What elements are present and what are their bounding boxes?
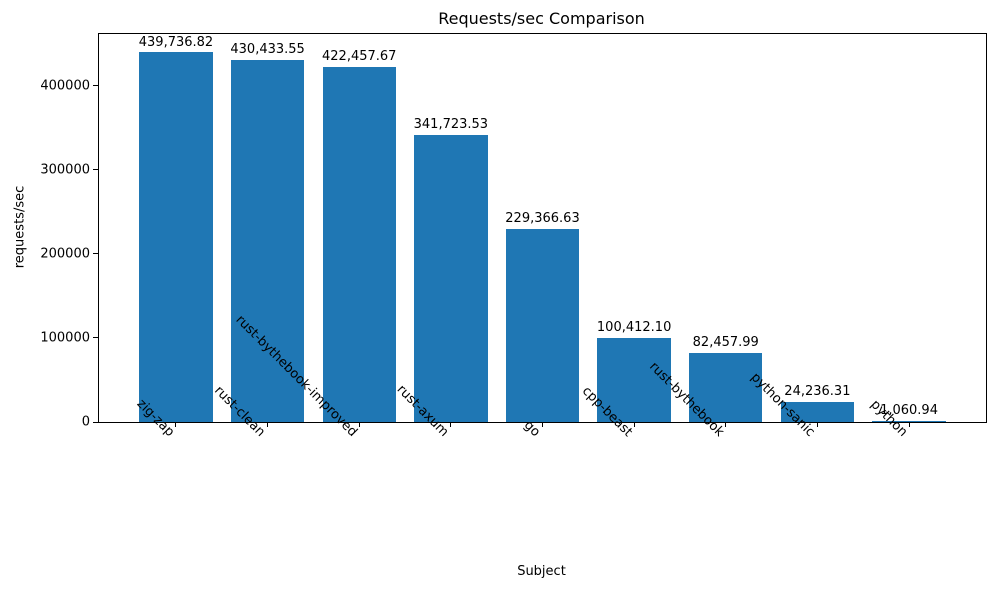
y-axis-tick-label: 300000: [40, 162, 90, 178]
bar-value-label: 439,736.82: [138, 34, 214, 50]
x-axis-tick: [267, 422, 269, 427]
x-axis-tick: [175, 422, 177, 427]
bar: [872, 421, 946, 422]
bar-value-label: 422,457.67: [322, 49, 397, 65]
bar: [689, 352, 763, 422]
x-axis-tick: [450, 422, 452, 427]
bar: [505, 229, 580, 422]
bar: [322, 67, 396, 422]
y-axis-tick-label: 400000: [40, 78, 90, 94]
bar-value-label: 229,366.63: [505, 211, 580, 227]
y-axis-tick-label: 200000: [40, 246, 90, 262]
bar-value-label: 430,433.55: [230, 42, 305, 58]
bar-value-label: 82,457.99: [692, 334, 759, 350]
y-axis-tick-label: 0: [81, 414, 90, 430]
x-axis-label: Subject: [517, 564, 566, 579]
plot-area: 0 100000 200000 300000 400000 439,736.82 zig-z…: [40, 33, 987, 440]
bar: [597, 337, 671, 422]
y-axis-tick: [93, 337, 98, 339]
y-axis-label: requests/sec: [12, 185, 28, 269]
bar-value-label: 341,723.53: [413, 116, 489, 132]
x-axis-tick: [816, 422, 818, 427]
bar: [230, 60, 305, 422]
y-axis-tick: [93, 85, 98, 87]
bar-value-label: 1,060.94: [880, 403, 938, 419]
bar: [414, 134, 488, 422]
y-axis-tick-label: 100000: [40, 330, 90, 346]
x-axis-tick: [358, 422, 360, 427]
x-axis-tick: [908, 422, 910, 427]
x-axis-tick: [542, 422, 543, 427]
y-axis-tick: [93, 169, 98, 171]
y-axis-tick: [93, 253, 98, 255]
x-axis-tick: [725, 422, 727, 427]
chart-title: Requests/sec Comparison: [438, 9, 645, 28]
bar-value-label: 24,236.31: [784, 383, 851, 399]
bar-value-label: 100,412.10: [596, 319, 672, 335]
bar: [780, 401, 855, 422]
x-axis-tick: [633, 422, 635, 427]
y-axis-tick: [93, 421, 98, 423]
bar: [139, 52, 213, 422]
